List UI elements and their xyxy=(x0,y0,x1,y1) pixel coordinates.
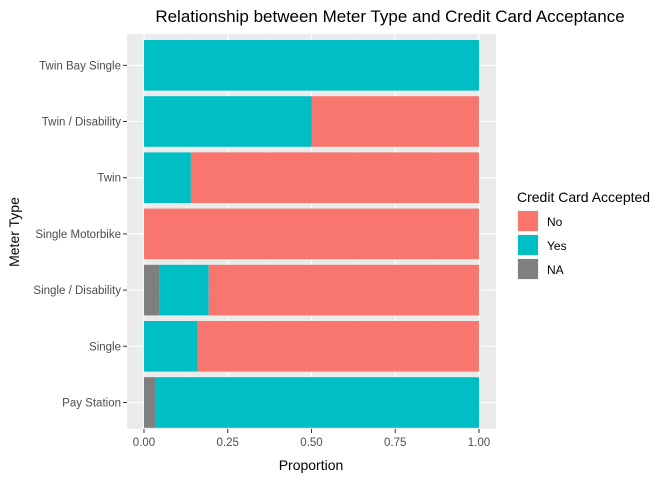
legend-swatch-na xyxy=(518,259,538,279)
legend-swatch-no xyxy=(518,211,538,231)
y-tick-label: Single / Disability xyxy=(33,285,121,297)
legend-label-no: No xyxy=(547,215,563,229)
bar-no-single-motorbike xyxy=(144,208,479,260)
legend-label-yes: Yes xyxy=(547,239,567,253)
x-tick-label: 0.75 xyxy=(384,437,406,449)
x-tick-label: 1.00 xyxy=(468,437,490,449)
y-tick-label: Twin / Disability xyxy=(42,117,121,129)
y-tick-label: Single xyxy=(89,341,121,353)
bar-yes-pay-station xyxy=(155,377,479,428)
x-tick-labels: 0.00 0.25 0.50 0.75 1.00 xyxy=(133,429,490,449)
bar-na-pay-station xyxy=(144,377,156,428)
y-tick-labels: Twin Bay Single Twin / Disability Twin Sing… xyxy=(33,60,127,410)
x-tick-label: 0.25 xyxy=(217,437,239,449)
bar-no-single xyxy=(197,321,479,372)
bar-yes-twin-bay-single xyxy=(144,40,479,91)
bar-yes-twin xyxy=(144,152,191,203)
bar-yes-single-disability xyxy=(159,264,209,316)
legend-label-na: NA xyxy=(547,263,564,277)
x-tick-label: 0.00 xyxy=(133,437,155,449)
bar-na-single-disability xyxy=(144,264,160,316)
legend-swatch-yes xyxy=(518,235,538,255)
y-tick-label: Single Motorbike xyxy=(35,229,121,241)
x-axis-title: Proportion xyxy=(279,457,344,473)
bar-yes-twin-disability xyxy=(144,96,312,147)
y-tick-label: Twin Bay Single xyxy=(39,60,121,72)
x-tick-label: 0.50 xyxy=(300,437,322,449)
bar-yes-single xyxy=(144,321,198,372)
legend: Credit Card Accepted No Yes NA xyxy=(517,189,650,280)
legend-title: Credit Card Accepted xyxy=(517,189,650,205)
y-tick-label: Twin xyxy=(97,173,121,185)
y-axis-title: Meter Type xyxy=(6,197,22,267)
bars xyxy=(144,40,479,428)
chart-title: Relationship between Meter Type and Cred… xyxy=(155,7,624,26)
y-tick-label: Pay Station xyxy=(62,398,121,410)
bar-no-twin-disability xyxy=(311,96,479,147)
bar-no-twin xyxy=(190,152,479,203)
bar-no-single-disability xyxy=(208,264,479,316)
